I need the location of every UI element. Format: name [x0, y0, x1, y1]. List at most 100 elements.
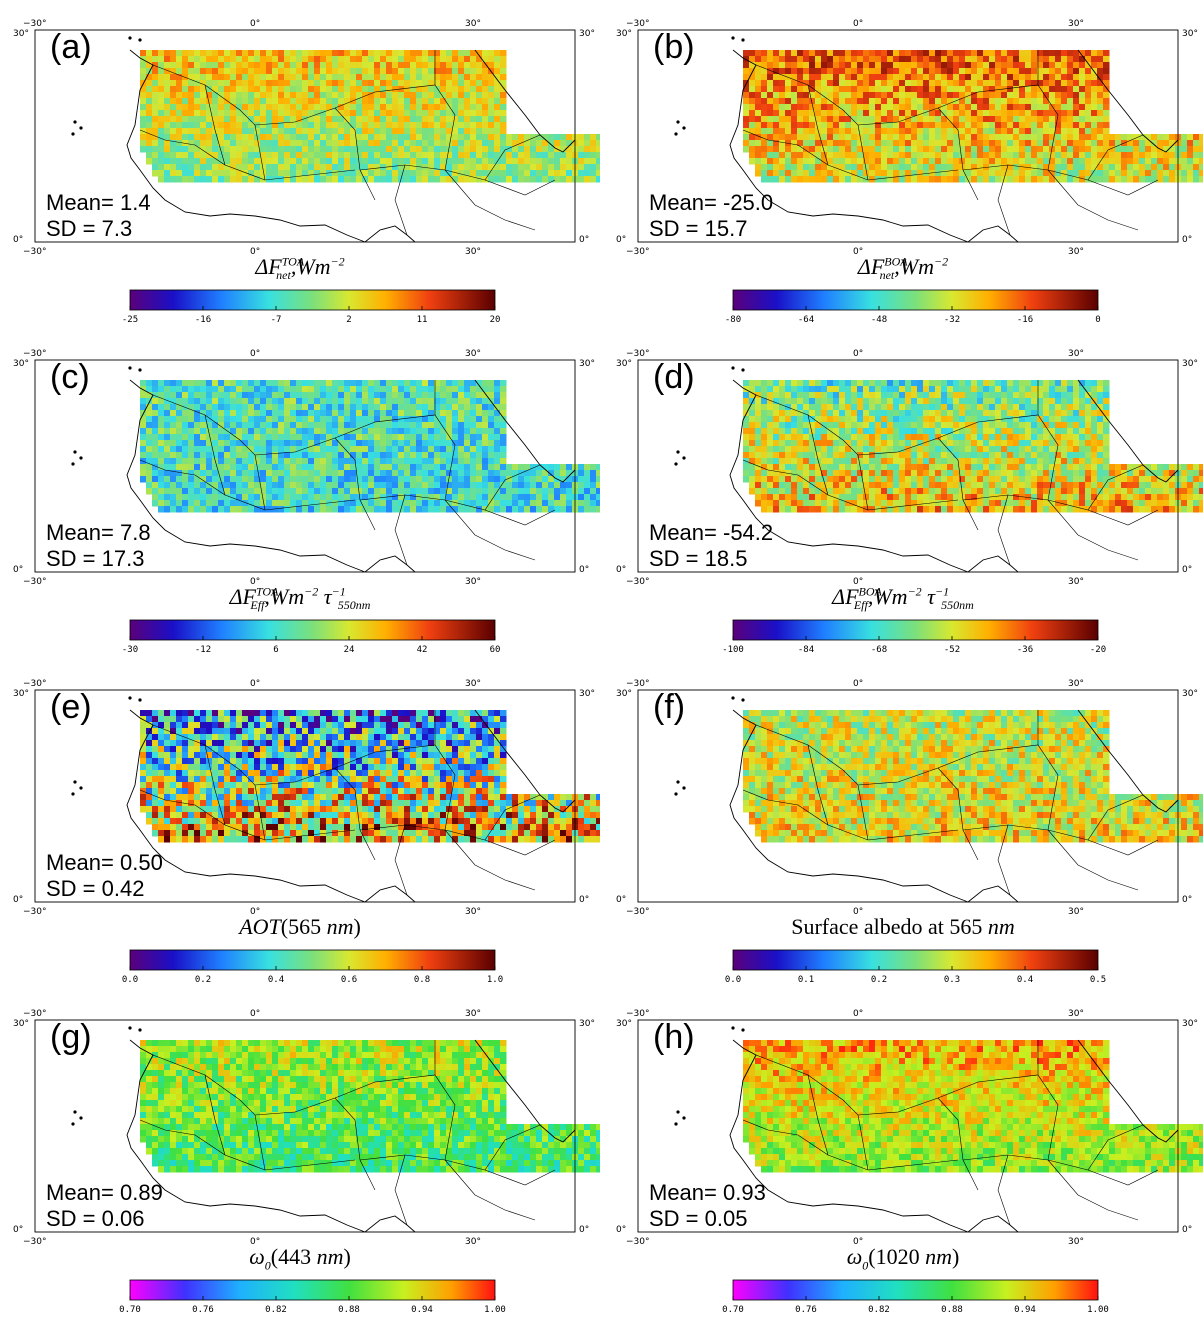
lat-tick-left: 30° — [13, 689, 29, 699]
map-panel-g: −30° −30° 0° 0° 30° 30° 30° 30° 0° 0° (g) Mean= 0.8… — [0, 990, 600, 1325]
lat-tick-left: 0° — [13, 895, 23, 905]
lon-tick-top: 0° — [853, 19, 863, 29]
lat-tick-right: 0° — [579, 235, 589, 245]
lon-tick-bottom: −30° — [23, 247, 47, 257]
colorbar-tick-label: 0.8 — [414, 975, 430, 985]
colorbar-b: -80 -64 -48 -32 -16 0 — [725, 289, 1101, 325]
colorbar-h: 0.70 0.76 0.82 0.88 0.94 1.00 — [722, 1279, 1109, 1315]
colorbar-tick-label: 0.88 — [338, 1305, 360, 1315]
colorbar-tick-label: -16 — [195, 315, 211, 325]
lon-tick-bottom: 30° — [1068, 247, 1084, 257]
lon-tick-bottom: 30° — [465, 907, 481, 917]
colorbar-tick-label: -48 — [871, 315, 887, 325]
map-f: −30°−30°0°0°30°30°30° 30°0° 0° — [616, 679, 1203, 917]
colorbar-c: -30 -12 6 24 42 60 — [122, 619, 500, 655]
data-field-f — [743, 710, 1203, 843]
lat-tick-left: 0° — [616, 565, 626, 575]
colorbar-tick-label: 0.1 — [798, 975, 814, 985]
lat-tick-left: 30° — [13, 29, 29, 39]
lon-tick-top: −30° — [626, 19, 650, 29]
lat-tick-left: 30° — [616, 29, 632, 39]
lat-tick-left: 0° — [13, 1225, 23, 1235]
quantity-title: AOT(565 nm) — [239, 914, 361, 939]
lon-tick-bottom: −30° — [23, 1237, 47, 1247]
colorbar-tick-label: 1.0 — [487, 975, 503, 985]
lon-tick-top: −30° — [23, 679, 47, 689]
quantity-title: ΔFTOAnet,Wm−2 — [255, 254, 345, 283]
lon-tick-bottom: −30° — [626, 577, 650, 587]
lon-tick-top: 30° — [465, 349, 481, 359]
colorbar-tick-label: 0.2 — [195, 975, 211, 985]
colorbar-tick-label: -30 — [122, 645, 138, 655]
colorbar-tick-label: -68 — [871, 645, 887, 655]
mean-text: Mean= -25.0 — [649, 190, 774, 215]
lon-tick-bottom: 30° — [465, 577, 481, 587]
lon-tick-top: −30° — [23, 349, 47, 359]
mean-text: Mean= 0.50 — [46, 850, 163, 875]
data-field-c — [140, 380, 600, 513]
colorbar-tick-label: 0.70 — [119, 1305, 141, 1315]
lon-tick-top: 30° — [465, 679, 481, 689]
lon-tick-bottom: −30° — [23, 907, 47, 917]
lat-tick-right: 30° — [579, 359, 595, 369]
lon-tick-top: −30° — [626, 679, 650, 689]
lon-tick-bottom: 0° — [853, 247, 863, 257]
colorbar-tick-label: -52 — [944, 645, 960, 655]
panel-label: (b) — [653, 28, 695, 66]
quantity-title: Surface albedo at 565 nm — [791, 914, 1015, 939]
data-field-d — [743, 380, 1203, 513]
data-field-b — [743, 50, 1203, 183]
lat-tick-left: 30° — [616, 689, 632, 699]
colorbar-g: 0.70 0.76 0.82 0.88 0.94 1.00 — [119, 1279, 506, 1315]
lat-tick-right: 0° — [579, 565, 589, 575]
data-field-e — [140, 710, 600, 843]
lon-tick-bottom: 0° — [853, 577, 863, 587]
lon-tick-bottom: 0° — [250, 1237, 260, 1247]
map-d: −30°−30°0°0°30°30°30° 30°0° 0° — [616, 349, 1203, 587]
colorbar-f: 0.0 0.1 0.2 0.3 0.4 0.5 — [725, 949, 1106, 985]
colorbar-a: -25 -16 -7 2 11 20 — [122, 289, 500, 325]
colorbar-tick-label: 0.94 — [1014, 1305, 1036, 1315]
map-h: −30°−30°0°0°30°30°30° 30°0° 0° — [616, 1009, 1203, 1247]
colorbar-tick-label: -80 — [725, 315, 741, 325]
lat-tick-right: 0° — [579, 1225, 589, 1235]
colorbar-tick-label: 0.0 — [725, 975, 741, 985]
mean-text: Mean= 7.8 — [46, 520, 151, 545]
colorbar-tick-label: 0.82 — [868, 1305, 890, 1315]
lon-tick-top: −30° — [626, 1009, 650, 1019]
colorbar-tick-label: -64 — [798, 315, 814, 325]
colorbar-tick-label: -25 — [122, 315, 138, 325]
sd-text: SD = 17.3 — [46, 546, 145, 571]
lat-tick-right: 0° — [1182, 1225, 1192, 1235]
colorbar-tick-label: -12 — [195, 645, 211, 655]
sd-text: SD = 15.7 — [649, 216, 748, 241]
map-panel-e: −30° −30° 0° 0° 30° 30° 30° 30° 0° 0° (e) Mean= 0.5… — [0, 660, 600, 995]
lon-tick-bottom: −30° — [626, 907, 650, 917]
colorbar-tick-label: 6 — [273, 645, 278, 655]
mean-text: Mean= 0.93 — [649, 1180, 766, 1205]
map-panel-b: −30° −30° 0° 0° 30° 30° 30° 30° 0° 0° (b) Mean= -25… — [603, 0, 1203, 335]
lat-tick-right: 30° — [579, 29, 595, 39]
lon-tick-bottom: −30° — [23, 577, 47, 587]
lat-tick-right: 0° — [1182, 235, 1192, 245]
colorbar-tick-label: 1.00 — [1087, 1305, 1109, 1315]
quantity-title: ω0(1020 nm) — [846, 1244, 960, 1273]
lat-tick-right: 0° — [1182, 895, 1192, 905]
colorbar-tick-label: 0.70 — [722, 1305, 744, 1315]
colorbar-tick-label: 0.3 — [944, 975, 960, 985]
colorbar-tick-label: 0.2 — [871, 975, 887, 985]
lon-tick-bottom: 30° — [465, 247, 481, 257]
lat-tick-left: 0° — [13, 235, 23, 245]
lat-tick-left: 30° — [616, 1019, 632, 1029]
stats-box: Mean= 0.93 SD = 0.05 — [649, 1180, 766, 1232]
lon-tick-top: −30° — [23, 19, 47, 29]
panel-label: (g) — [50, 1018, 92, 1056]
colorbar-tick-label: 0.94 — [411, 1305, 433, 1315]
colorbar-tick-label: 0.4 — [268, 975, 284, 985]
lon-tick-bottom: 30° — [1068, 907, 1084, 917]
lon-tick-top: 0° — [250, 679, 260, 689]
lon-tick-bottom: 30° — [1068, 577, 1084, 587]
stats-box: Mean= 7.8 SD = 17.3 — [46, 520, 151, 572]
lat-tick-left: 0° — [13, 565, 23, 575]
colorbar-tick-label: -20 — [1090, 645, 1106, 655]
